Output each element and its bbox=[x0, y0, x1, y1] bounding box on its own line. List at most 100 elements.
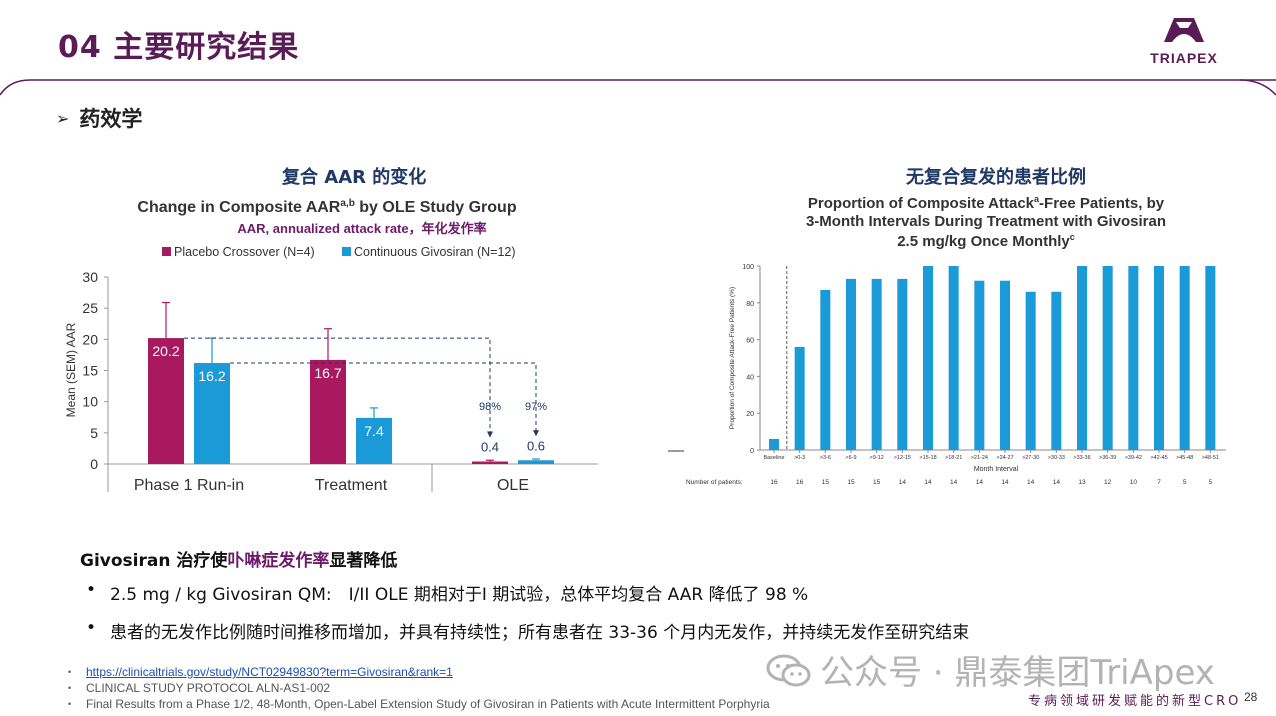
patient-count: 14 bbox=[924, 479, 932, 486]
bullet-item: 2.5 mg / kg Givosiran QM: I/II OLE 期相对于I… bbox=[86, 580, 969, 605]
reference-item: Final Results from a Phase 1/2, 48-Month… bbox=[68, 696, 770, 712]
x-tick-label: Treatment bbox=[315, 477, 388, 494]
bar bbox=[897, 278, 908, 450]
summary-highlight: 卟啉症发作率 bbox=[227, 551, 330, 571]
chart-subtitle-note: AAR, annualized attack rate，年化发作率 bbox=[237, 221, 486, 236]
legend-label: Placebo Crossover (N=4) bbox=[174, 245, 315, 259]
x-tick-label: >36-39 bbox=[1099, 455, 1116, 461]
bar bbox=[1128, 266, 1139, 450]
arrow-head bbox=[533, 430, 539, 437]
y-tick-label: 20 bbox=[82, 331, 98, 347]
x-tick-label: >12-15 bbox=[894, 455, 911, 461]
summary-bullets: 2.5 mg / kg Givosiran QM: I/II OLE 期相对于I… bbox=[86, 580, 969, 656]
bar bbox=[194, 363, 230, 464]
x-tick-label: >0-3 bbox=[794, 455, 805, 461]
aar-bar-chart: Change in Composite AARa,b by OLE Study … bbox=[64, 198, 598, 494]
arrow-head bbox=[487, 431, 493, 438]
patient-count: 14 bbox=[1027, 479, 1035, 486]
chart-title-line3: 2.5 mg/kg Once Monthlyc bbox=[897, 232, 1075, 250]
tagline: 专病领域研发赋能的新型CRO bbox=[1028, 694, 1242, 709]
bar bbox=[1077, 266, 1087, 450]
y-tick-label: 80 bbox=[746, 301, 754, 308]
patient-count: 5 bbox=[1183, 479, 1187, 486]
legend-label: Continuous Givosiran (N=12) bbox=[354, 245, 516, 259]
x-tick-label: >39-42 bbox=[1125, 455, 1142, 461]
arrow-icon: ➢ bbox=[56, 109, 70, 128]
data-label: 0.4 bbox=[481, 440, 499, 455]
y-tick-label: 0 bbox=[750, 448, 754, 455]
left-chart-cn-title: 复合 AAR 的变化 bbox=[282, 167, 427, 188]
references: https://clinicaltrials.gov/study/NCT0294… bbox=[68, 664, 770, 712]
y-tick-label: 20 bbox=[746, 411, 754, 418]
bar bbox=[1051, 291, 1062, 450]
bar bbox=[1205, 266, 1216, 450]
x-tick-label: >15-18 bbox=[919, 455, 936, 461]
patient-count: 16 bbox=[796, 479, 804, 486]
patient-count: 13 bbox=[1078, 479, 1086, 486]
bar bbox=[769, 438, 779, 450]
x-tick-label: >24-27 bbox=[996, 455, 1013, 461]
legend-swatch bbox=[162, 247, 171, 256]
bar bbox=[356, 417, 392, 464]
x-tick-label: >48-51 bbox=[1202, 455, 1219, 461]
y-tick-label: 25 bbox=[82, 300, 98, 316]
patient-count: 14 bbox=[950, 479, 958, 486]
bar bbox=[794, 346, 805, 450]
chart-title-line1: Proportion of Composite Attacka-Free Pat… bbox=[808, 194, 1165, 212]
data-label: 20.2 bbox=[152, 343, 179, 359]
reduction-label: 98% bbox=[479, 401, 501, 413]
y-tick-label: 100 bbox=[742, 264, 754, 271]
bar bbox=[948, 266, 959, 450]
patient-count: 16 bbox=[770, 479, 778, 486]
y-tick-label: 10 bbox=[82, 394, 98, 410]
right-chart-cn-title: 无复合复发的患者比例 bbox=[906, 167, 1086, 188]
x-tick-label: Phase 1 Run-in bbox=[134, 477, 244, 494]
patient-count: 14 bbox=[976, 479, 984, 486]
x-tick-label: >42-45 bbox=[1150, 455, 1167, 461]
x-tick-label: >9-12 bbox=[870, 455, 884, 461]
watermark: 公众号 · 鼎泰集团TriApex bbox=[766, 645, 1215, 694]
bar bbox=[472, 461, 508, 464]
summary-tail: 显著降低 bbox=[329, 551, 398, 571]
bullet-item: 患者的无发作比例随时间推移而增加，并具有持续性；所有患者在 33-36 个月内无… bbox=[86, 618, 969, 643]
x-tick-label: >21-24 bbox=[971, 455, 988, 461]
section-heading: ➢ 药效学 bbox=[56, 103, 142, 133]
patients-row-label: Number of patients: bbox=[686, 479, 743, 486]
x-tick-label: OLE bbox=[497, 477, 529, 494]
bar bbox=[923, 266, 933, 450]
patient-count: 15 bbox=[822, 479, 830, 486]
chart-title: Change in Composite AARa,b by OLE Study … bbox=[137, 198, 516, 216]
bar bbox=[148, 338, 184, 464]
attack-free-bar-chart: Proportion of Composite Attacka-Free Pat… bbox=[668, 194, 1226, 486]
x-tick-label: >45-48 bbox=[1176, 455, 1193, 461]
chart-title-line2: 3-Month Intervals During Treatment with … bbox=[806, 213, 1166, 230]
y-tick-label: 40 bbox=[746, 374, 754, 381]
patient-count: 14 bbox=[1001, 479, 1009, 486]
summary-heading: Givosiran 治疗使卟啉症发作率显著降低 bbox=[80, 546, 397, 571]
data-label: 16.2 bbox=[198, 368, 225, 384]
bar bbox=[310, 359, 346, 464]
patient-count: 14 bbox=[1053, 479, 1061, 486]
logo-text: TRIAPEX bbox=[1150, 50, 1218, 66]
bar bbox=[846, 278, 856, 450]
y-tick-label: 15 bbox=[82, 363, 98, 379]
data-label: 0.6 bbox=[527, 438, 545, 453]
reference-link[interactable]: https://clinicaltrials.gov/study/NCT0294… bbox=[86, 665, 453, 679]
x-tick-label: >18-21 bbox=[945, 455, 962, 461]
page-number: 28 bbox=[1244, 690, 1258, 704]
reduction-label: 97% bbox=[525, 401, 547, 413]
bar bbox=[518, 460, 554, 464]
data-label: 7.4 bbox=[364, 423, 384, 439]
y-tick-label: 5 bbox=[90, 425, 98, 441]
section-title: 药效学 bbox=[79, 107, 143, 131]
patient-count: 5 bbox=[1209, 479, 1213, 486]
x-tick-label: >30-33 bbox=[1048, 455, 1065, 461]
patient-count: 10 bbox=[1130, 479, 1138, 486]
y-axis-label: Mean (SEM) AAR bbox=[64, 322, 78, 417]
page-title: 04 主要研究结果 bbox=[58, 30, 300, 65]
watermark-text: 公众号 · 鼎泰集团TriApex bbox=[820, 653, 1215, 693]
y-tick-label: 0 bbox=[90, 456, 98, 472]
patient-count: 14 bbox=[899, 479, 907, 486]
patient-count: 12 bbox=[1104, 479, 1112, 486]
logo-mark-icon bbox=[1164, 18, 1204, 42]
